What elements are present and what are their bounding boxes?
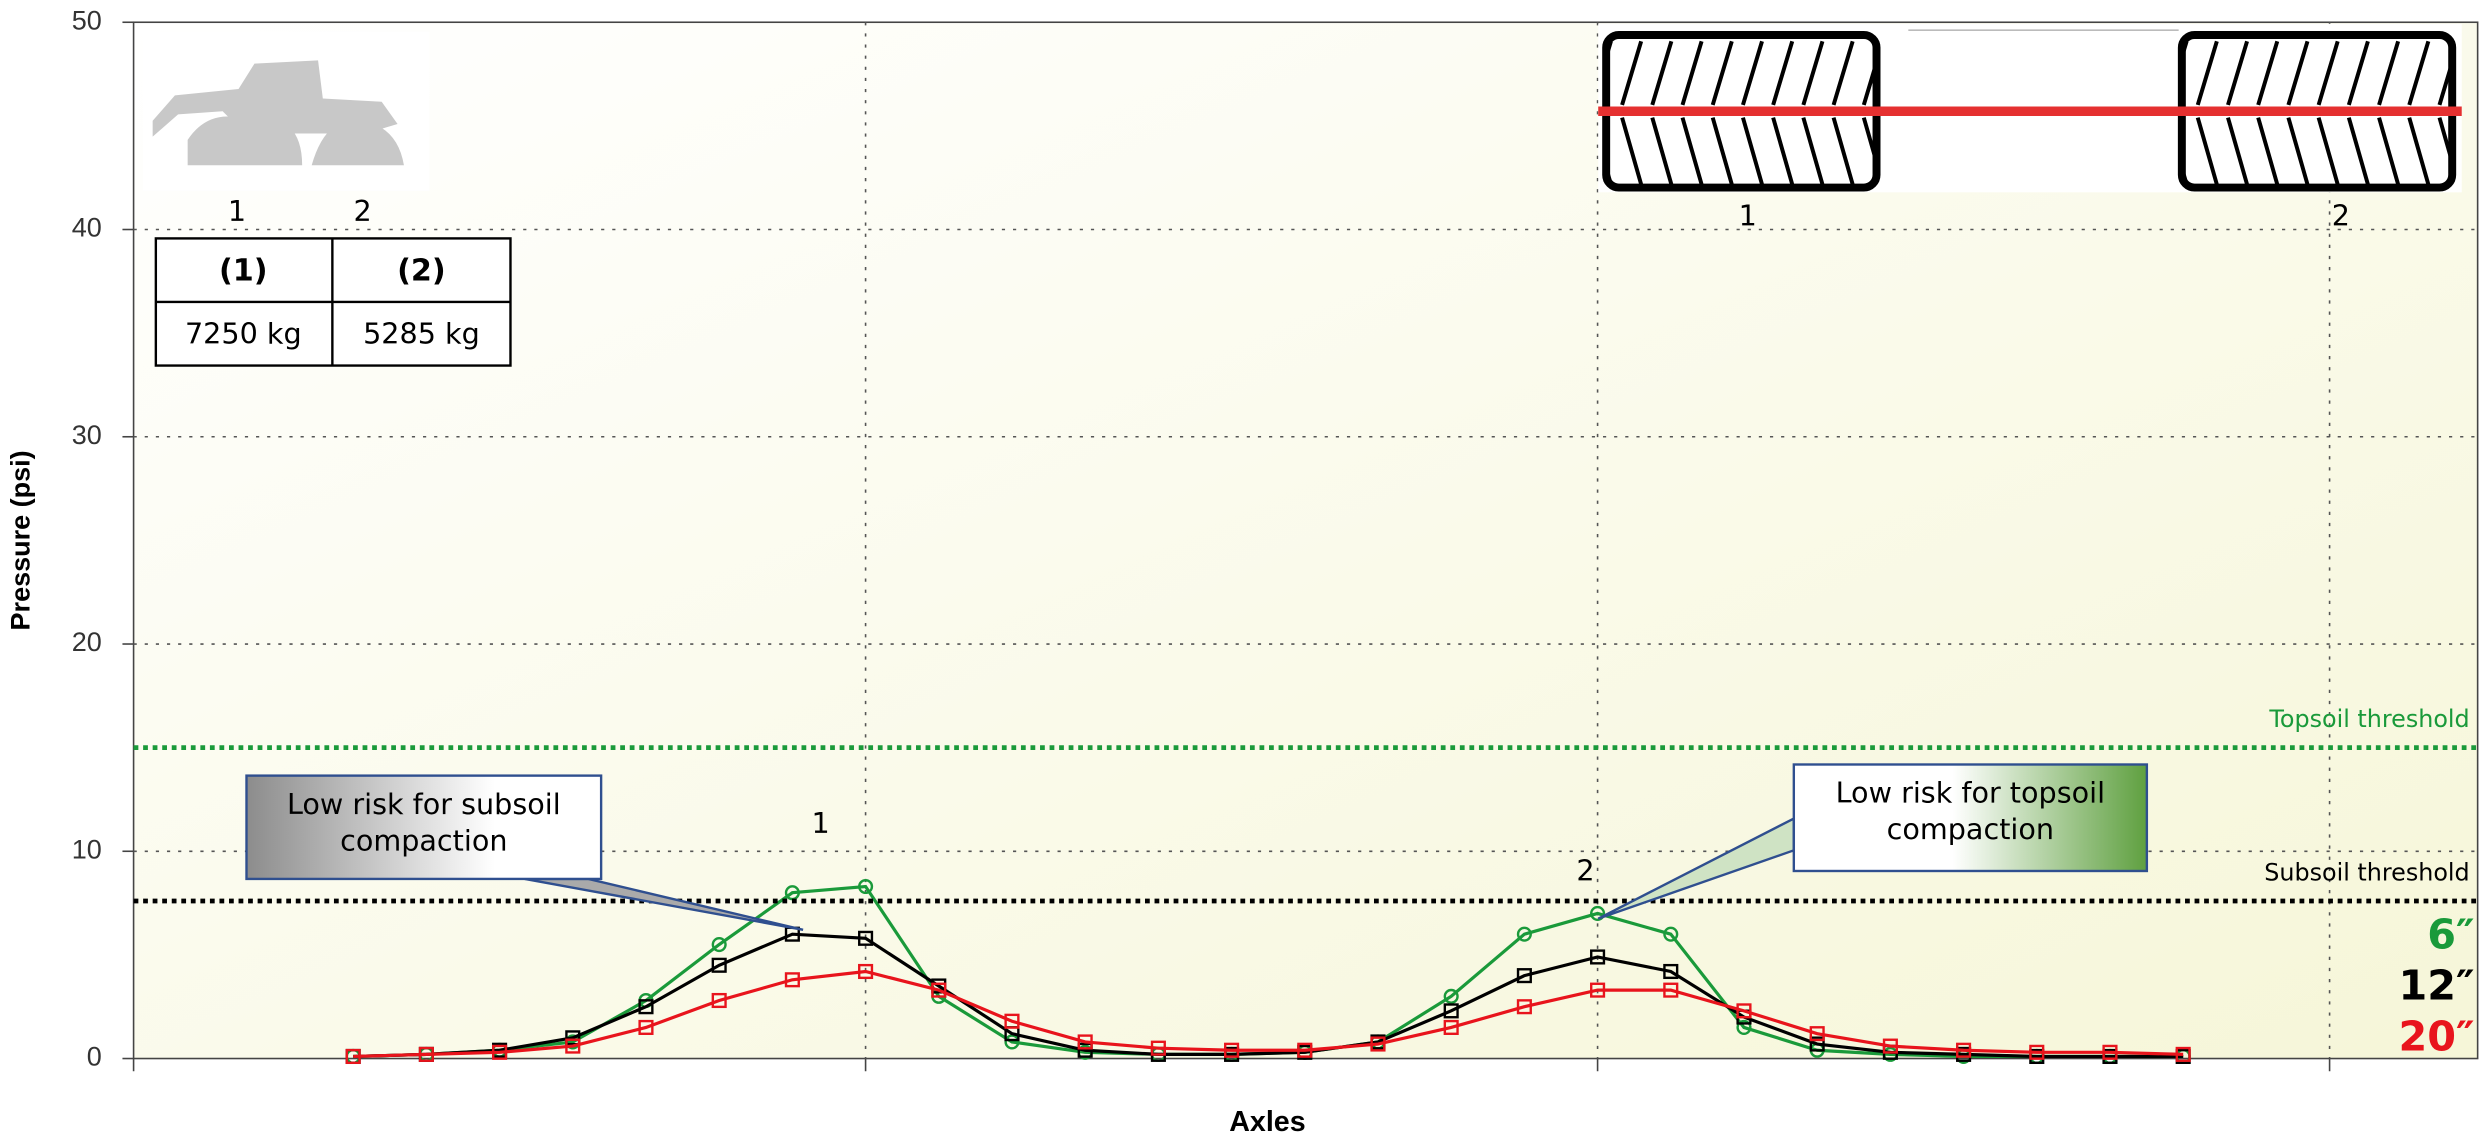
y-tick-label: 10 (72, 834, 102, 864)
data-point (711, 957, 727, 973)
data-point (1370, 1036, 1386, 1052)
data-point (931, 982, 947, 998)
data-point (858, 930, 874, 946)
data-point (2102, 1044, 2118, 1060)
data-point (1443, 988, 1459, 1004)
plot-area (132, 21, 2479, 1060)
data-point (1516, 926, 1532, 942)
data-point (565, 1038, 581, 1054)
table-cell: 5285 kg (363, 316, 480, 350)
data-point (1663, 963, 1679, 980)
axle-table (154, 237, 512, 367)
data-point (1516, 999, 1532, 1015)
threshold-label: Topsoil threshold (2268, 705, 2469, 733)
y-tick-label: 50 (72, 5, 102, 35)
data-point (1663, 982, 1679, 998)
data-point (1882, 1038, 1898, 1054)
data-point (1590, 982, 1606, 998)
y-tick-label: 40 (72, 213, 102, 243)
tire-diagram (1598, 23, 2462, 193)
data-point (1224, 1042, 1240, 1058)
data-point (2175, 1046, 2191, 1062)
data-point (345, 1048, 361, 1065)
data-point (711, 936, 727, 953)
series-label: 12″ (2398, 962, 2474, 1010)
callout-text: compaction (340, 823, 507, 857)
data-point (1004, 1013, 1020, 1029)
data-point (1077, 1042, 1093, 1058)
data-point (492, 1044, 508, 1060)
series-label: 6″ (2427, 911, 2474, 959)
x-axis-label: Axles (1229, 1106, 1305, 1138)
data-point (1150, 1040, 1166, 1056)
y-tick-label: 30 (72, 420, 102, 450)
axle-number: 1 (228, 194, 246, 228)
data-point (711, 992, 727, 1009)
callout-box (245, 774, 603, 881)
callout-text: Low risk for topsoil (1836, 776, 2105, 810)
data-point (638, 1019, 654, 1035)
series-line (353, 969, 2184, 1059)
data-point (1736, 1019, 1752, 1035)
data-point (1736, 1003, 1752, 1019)
y-tick-label: 0 (87, 1042, 102, 1072)
data-point (1590, 905, 1606, 922)
data-point (1956, 1042, 1972, 1058)
table-cell: 7250 kg (185, 316, 302, 350)
callout-text: Low risk for subsoil (287, 787, 561, 821)
data-point (418, 1046, 434, 1062)
data-point (858, 878, 874, 895)
data-point (1663, 926, 1679, 942)
threshold-label: Subsoil threshold (2264, 859, 2469, 887)
data-point (1443, 1019, 1459, 1035)
data-point (1516, 968, 1532, 984)
data-point (638, 999, 654, 1015)
y-axis-label: Pressure (psi) (5, 450, 35, 630)
data-point (565, 1030, 581, 1046)
data-point (1809, 1026, 1825, 1042)
data-point (1443, 1003, 1459, 1019)
data-point (1077, 1034, 1093, 1050)
peak-label: 2 (1576, 854, 1594, 888)
data-point (784, 972, 800, 988)
y-tick-label: 20 (72, 627, 102, 657)
axle-number: 2 (353, 194, 371, 228)
data-point (858, 963, 874, 980)
peak-label: 1 (811, 806, 829, 840)
callout-text: compaction (1887, 812, 2054, 846)
data-point (1590, 949, 1606, 965)
data-point (2029, 1044, 2045, 1060)
data-point (1004, 1034, 1020, 1050)
table-header: (2) (397, 253, 446, 288)
data-point (1297, 1042, 1313, 1058)
table-header: (1) (219, 253, 268, 288)
series-line (353, 932, 2184, 1059)
tire-label: 2 (2332, 199, 2350, 233)
tractor-icon (143, 31, 430, 191)
series-label: 20″ (2398, 1012, 2474, 1060)
callout-box (1792, 763, 2149, 873)
tire-label: 1 (1739, 199, 1757, 233)
data-point (1809, 1036, 1825, 1052)
